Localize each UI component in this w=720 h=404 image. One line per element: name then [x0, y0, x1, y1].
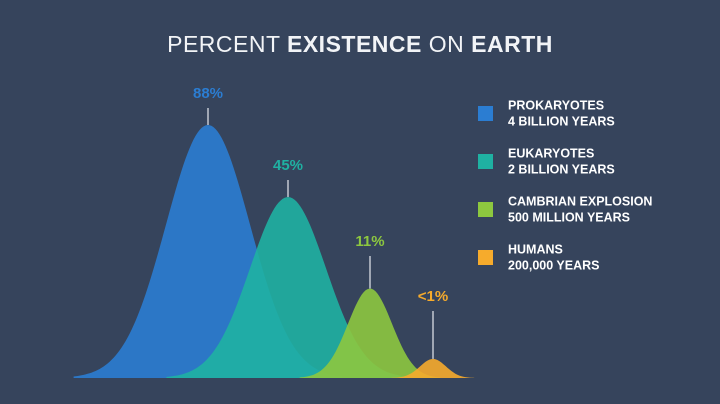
legend-duration: 500 MILLION YEARS [508, 210, 630, 224]
legend-swatch [478, 202, 493, 217]
curve [299, 288, 441, 378]
legend-swatch [478, 154, 493, 169]
legend: PROKARYOTES 4 BILLION YEARS EUKARYOTES 2 BI… [478, 98, 652, 272]
title-part: EARTH [471, 31, 553, 57]
legend-swatch [478, 106, 493, 121]
chart-title: PERCENT EXISTENCE ON EARTH [167, 31, 553, 57]
value-label: 88% [193, 85, 223, 102]
value-label: 45% [273, 157, 303, 174]
title-part: ON [429, 31, 465, 57]
curves: 88% 45% 11% <1% [73, 85, 475, 378]
legend-name: HUMANS [508, 242, 563, 256]
legend-duration: 200,000 YEARS [508, 258, 600, 272]
title-part: PERCENT [167, 31, 280, 57]
value-label: <1% [418, 288, 448, 305]
legend-name: PROKARYOTES [508, 98, 604, 112]
value-label: 11% [355, 233, 384, 250]
curve [391, 358, 475, 378]
legend-swatch [478, 250, 493, 265]
title-part: EXISTENCE [287, 31, 422, 57]
legend-duration: 4 BILLION YEARS [508, 114, 615, 128]
legend-name: EUKARYOTES [508, 146, 594, 160]
legend-duration: 2 BILLION YEARS [508, 162, 615, 176]
legend-name: CAMBRIAN EXPLOSION [508, 194, 652, 208]
